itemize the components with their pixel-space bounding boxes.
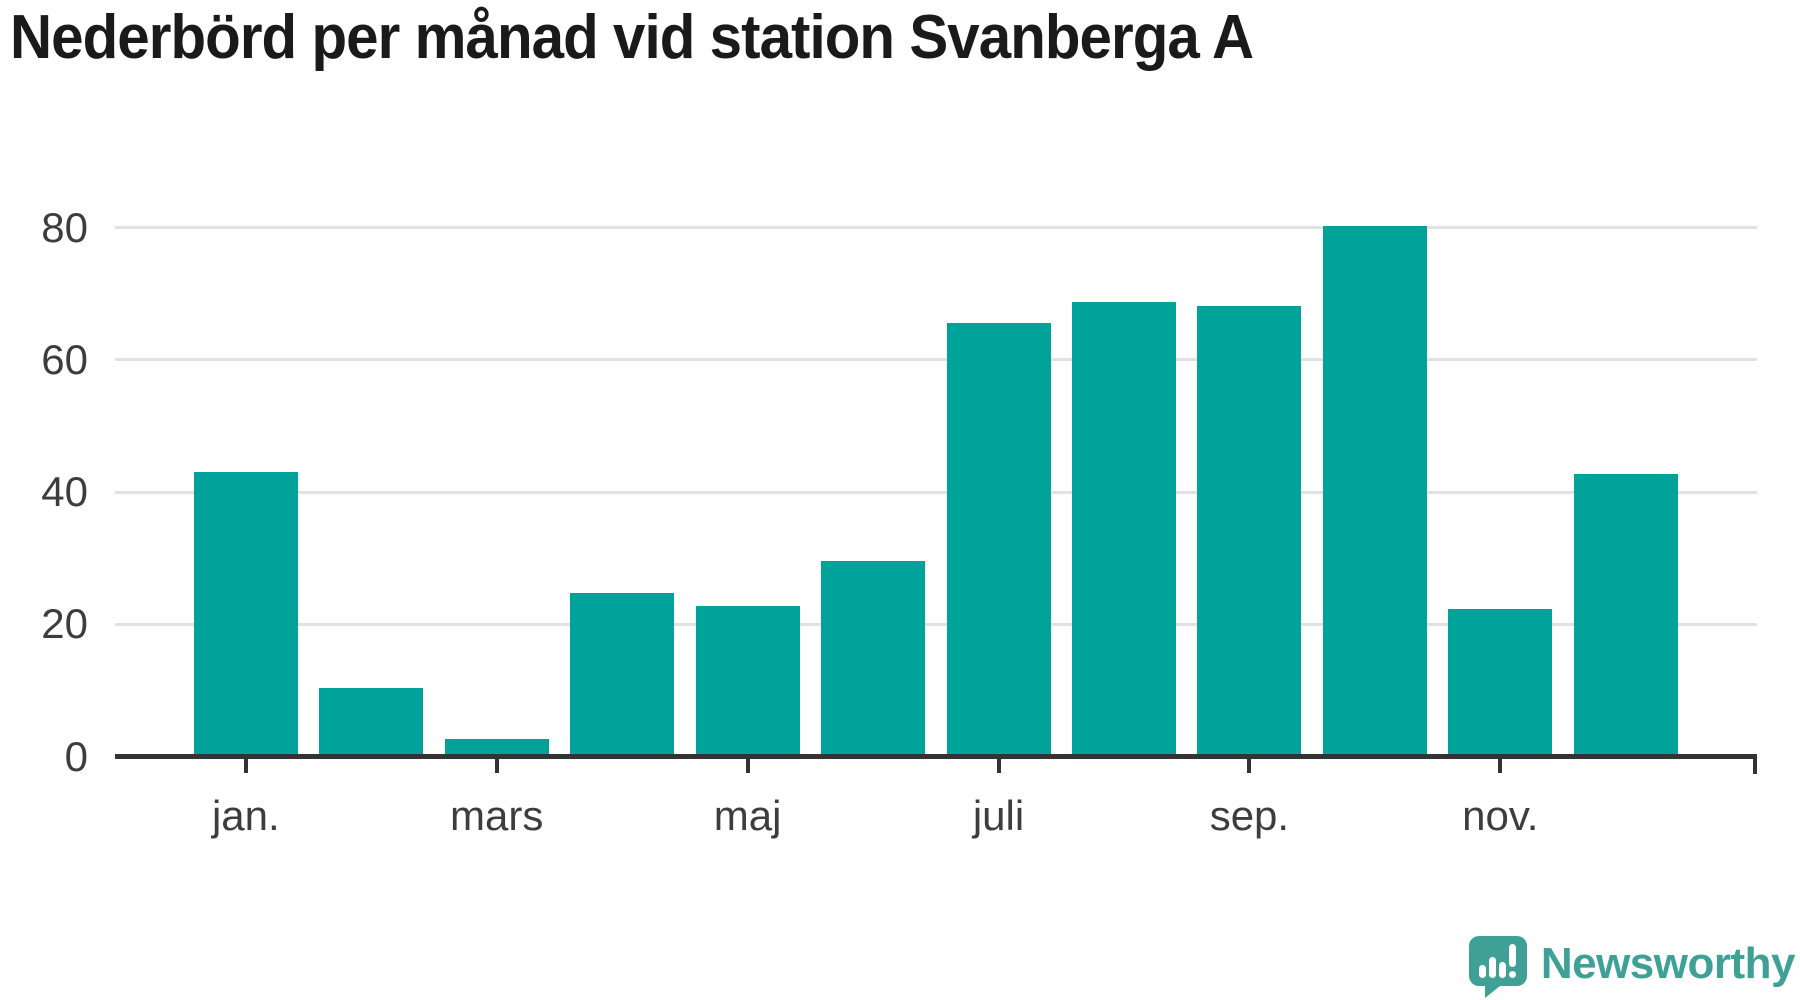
bar-mars	[444, 739, 549, 757]
newsworthy-logo-text: Newsworthy	[1540, 939, 1796, 988]
x-tick-jan	[243, 757, 248, 773]
bar-dec	[1573, 474, 1678, 757]
bar-okt	[1322, 225, 1427, 757]
x-axis-end-tick	[1753, 757, 1757, 774]
x-axis-label-maj: maj	[713, 792, 782, 839]
newsworthy-logo-icon	[1468, 936, 1527, 998]
x-axis-label-nov: nov.	[1462, 792, 1539, 839]
x-tick-mars	[494, 757, 499, 773]
y-tick-label-60: 60	[41, 335, 88, 383]
gridline-40	[115, 490, 1757, 494]
y-tick-label-40: 40	[41, 468, 88, 515]
gridline-80	[115, 226, 1757, 229]
bar-maj	[695, 606, 800, 757]
chart-title: Nederbörd per månad vid station Svanberg…	[10, 3, 1254, 72]
x-tick-maj	[745, 757, 750, 773]
bar-juni	[821, 561, 926, 757]
gridline-20	[115, 622, 1757, 626]
newsworthy-logo: Newsworthy	[1468, 934, 1796, 1000]
x-axis-label-sep: sep.	[1209, 792, 1290, 839]
y-tick-label-20: 20	[41, 600, 88, 648]
x-tick-juli	[996, 757, 1001, 773]
x-axis-line	[115, 754, 1757, 759]
x-axis-label-juli: juli	[972, 792, 1025, 839]
bar-aug	[1071, 302, 1176, 757]
bar-apr	[570, 592, 675, 757]
x-axis-label-mars: mars	[450, 792, 544, 839]
bar-sep	[1197, 305, 1302, 757]
x-tick-nov	[1498, 757, 1503, 773]
bar-jan	[193, 472, 298, 757]
x-axis-label-jan: jan.	[211, 792, 280, 839]
bar-nov	[1448, 609, 1553, 757]
y-tick-label-0: 0	[64, 732, 88, 780]
bar-feb	[319, 687, 424, 757]
gridline-60	[115, 358, 1757, 362]
y-tick-label-80: 80	[41, 203, 88, 251]
bar-juli	[946, 323, 1051, 757]
x-tick-sep	[1247, 757, 1252, 773]
